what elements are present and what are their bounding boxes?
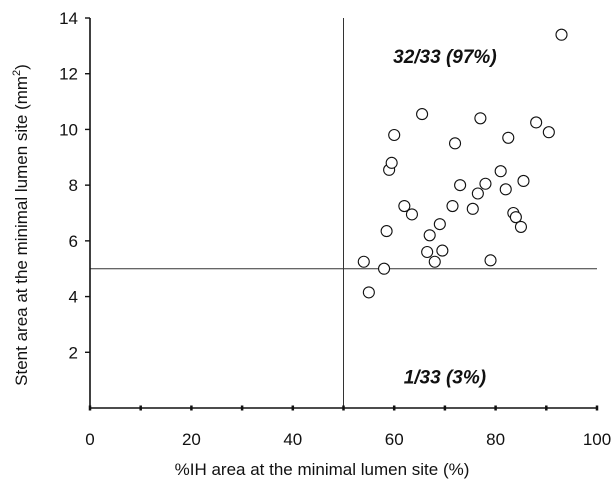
data-point [398, 199, 411, 213]
data-point [380, 225, 393, 238]
data-point [494, 165, 507, 178]
data-point [357, 255, 370, 268]
data-point [405, 208, 418, 221]
data-point [423, 229, 436, 242]
y-tick-label: 2 [69, 343, 78, 362]
data-point [454, 179, 467, 192]
data-point [388, 128, 401, 142]
y-axis-title: Stent area at the minimal lumen site (mm… [11, 64, 31, 386]
y-tick-label: 8 [69, 176, 78, 195]
x-tick-label: 60 [385, 430, 404, 449]
data-point [433, 218, 446, 231]
x-tick-label: 40 [283, 430, 302, 449]
data-point [446, 199, 459, 213]
data-point [436, 244, 449, 257]
data-point [499, 183, 512, 196]
y-tick-label: 10 [59, 120, 78, 139]
x-axis-title: %IH area at the minimal lumen site (%) [175, 460, 470, 479]
data-point [385, 156, 398, 169]
data-point [448, 137, 462, 150]
annotation-label: 32/33 (97%) [393, 47, 497, 68]
y-tick-label: 6 [69, 232, 78, 251]
data-point [502, 131, 515, 144]
data-point [479, 177, 492, 190]
data-point [474, 112, 487, 125]
x-tick-label: 20 [182, 430, 201, 449]
data-point [416, 108, 429, 121]
y-tick-label: 12 [59, 65, 78, 84]
annotations: 32/33 (97%) 1/33 (3%) [393, 47, 497, 388]
x-tick-label: 100 [583, 430, 611, 449]
y-axis-title-main: Stent area at the minimal lumen site (mm [12, 76, 31, 386]
data-point [428, 255, 441, 268]
data-point [378, 262, 391, 275]
x-tick-label: 0 [85, 430, 94, 449]
y-tick-label: 4 [69, 288, 78, 307]
data-point [542, 126, 555, 139]
data-point [471, 187, 484, 200]
y-axis-title-close: ) [12, 64, 31, 70]
data-point [509, 211, 522, 224]
x-tick-label: 80 [486, 430, 505, 449]
data-point [421, 245, 434, 259]
y-tick-label: 14 [59, 9, 78, 28]
data-point [514, 220, 528, 233]
reference-lines [90, 18, 597, 408]
data-point [484, 254, 497, 267]
annotation-label: 1/33 (3%) [404, 367, 486, 388]
data-point [362, 286, 375, 299]
data-point [530, 116, 543, 129]
y-axis-title-superscript: 2 [11, 70, 23, 76]
data-point [555, 28, 568, 41]
data-point [466, 202, 479, 215]
data-point [517, 174, 530, 188]
ticks: 2 4 6 8 10 12 14 0 20 40 60 80 100 [59, 9, 611, 449]
data-points [357, 28, 568, 299]
